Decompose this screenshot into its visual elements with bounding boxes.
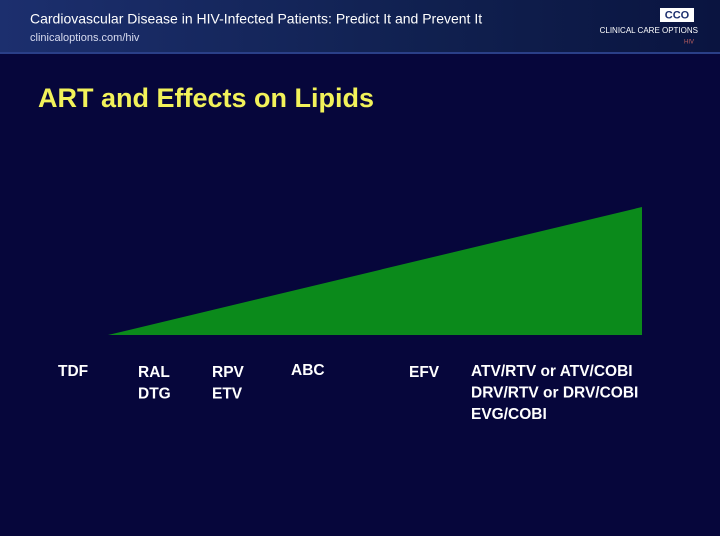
drug-label: RPV xyxy=(212,364,245,381)
drug-label: DTG xyxy=(138,386,171,403)
drug-label: EVG/COBI xyxy=(471,406,547,423)
drug-label: ETV xyxy=(212,386,243,403)
logo-name: CLINICAL CARE OPTIONS xyxy=(600,26,698,35)
effect-wedge xyxy=(108,207,642,335)
logo-box xyxy=(660,8,694,22)
drug-label: DRV/RTV or DRV/COBI xyxy=(471,385,638,402)
drug-label: ATV/RTV or ATV/COBI xyxy=(471,363,633,380)
drug-label: TDF xyxy=(58,363,88,380)
drug-label: ABC xyxy=(291,362,325,379)
slide-title: ART and Effects on Lipids xyxy=(38,83,374,113)
drug-label: EFV xyxy=(409,364,440,381)
drug-labels: TDF RAL DTG RPV ETV ABC EFV ATV/RTV or ATV/COBI… xyxy=(58,362,638,423)
logo-sub: HIV xyxy=(684,40,694,46)
header-url: clinicaloptions.com/hiv xyxy=(30,32,140,44)
logo-mark: CCO xyxy=(665,9,690,21)
header-rule xyxy=(0,52,720,54)
drug-label: RAL xyxy=(138,364,170,381)
header-title: Cardiovascular Disease in HIV-Infected P… xyxy=(30,11,482,27)
header-bar xyxy=(0,0,720,52)
